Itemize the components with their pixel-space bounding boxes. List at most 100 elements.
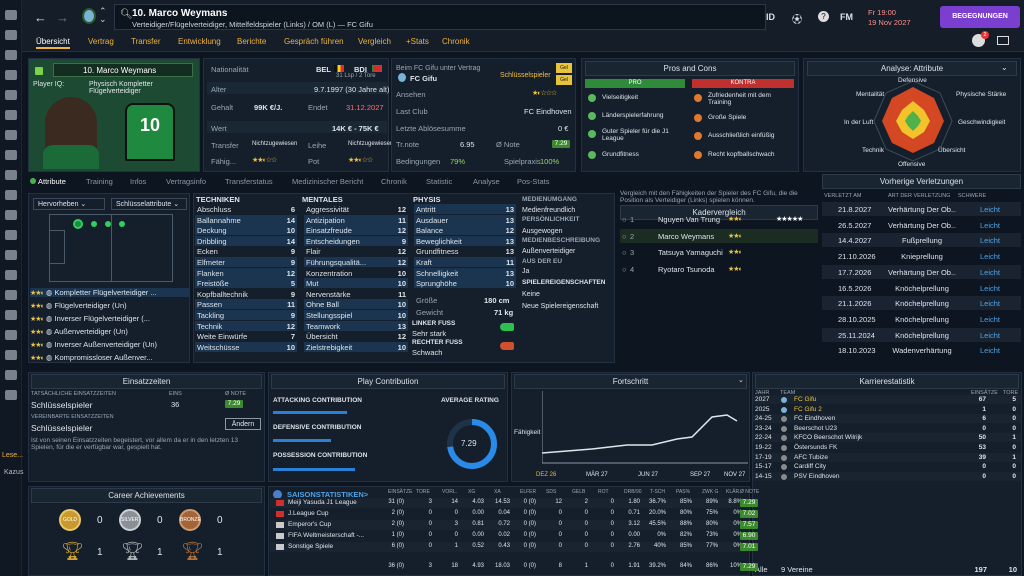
- role-name[interactable]: Kompletter Flügelverteidiger ...: [54, 288, 157, 297]
- nav-overview[interactable]: Übersicht: [36, 37, 70, 49]
- home-icon[interactable]: [5, 10, 17, 20]
- nav-contract[interactable]: Vertrag: [88, 37, 114, 46]
- career-team[interactable]: KFCO Beerschot Wilrijk: [794, 434, 863, 442]
- tab-statistic[interactable]: Statistic: [426, 177, 453, 186]
- tab-info[interactable]: Infos: [130, 177, 147, 186]
- tab-transfer-status[interactable]: Transferstatus: [225, 177, 273, 186]
- tactics-icon[interactable]: [5, 70, 17, 80]
- bronze-medal-icon: [179, 509, 201, 531]
- staff-icon[interactable]: [5, 310, 17, 320]
- new-trait-link[interactable]: Neue Spielereigenschaft: [522, 303, 599, 310]
- help-icon[interactable]: ?: [818, 11, 829, 22]
- tab-pos-stats[interactable]: Pos-Stats: [517, 177, 550, 186]
- compare-stars: ★★◐: [728, 216, 743, 223]
- role-name[interactable]: Flügelverteidiger (Un): [54, 301, 127, 310]
- radio-icon[interactable]: ○: [622, 215, 627, 224]
- compare-player[interactable]: Tatsuya Yamaguchi: [658, 248, 723, 257]
- fm-logo[interactable]: FM: [840, 12, 853, 22]
- squad-icon[interactable]: [5, 50, 17, 60]
- role-name[interactable]: Kompromissloser Außenver...: [54, 353, 153, 362]
- career-team[interactable]: Beerschot U23: [794, 424, 837, 432]
- club-crest-icon[interactable]: [82, 8, 96, 24]
- sidebar-read-label[interactable]: Lese...: [2, 452, 24, 459]
- club-info-icon[interactable]: [5, 270, 17, 280]
- chevron-down-icon[interactable]: ⌄: [1001, 63, 1008, 72]
- career-team[interactable]: FC Gifu: [794, 396, 817, 403]
- position-dot[interactable]: [105, 221, 111, 227]
- nav-compare[interactable]: Vergleich: [358, 37, 391, 46]
- nav-talk[interactable]: Gespräch führen: [284, 37, 344, 46]
- radio-icon[interactable]: ○: [622, 248, 627, 257]
- compare-player[interactable]: Marco Weymans: [658, 231, 715, 241]
- career-team[interactable]: FC Gifu 2: [794, 405, 822, 413]
- radio-icon[interactable]: ○: [622, 264, 627, 274]
- season-cell: 0.00: [472, 532, 484, 538]
- tab-analysis[interactable]: Analyse: [473, 177, 500, 186]
- scouting-icon[interactable]: [5, 150, 17, 160]
- career-team[interactable]: Östersunds FK: [794, 444, 838, 451]
- back-icon[interactable]: ←: [34, 10, 47, 25]
- season-header: Ø NOTE: [740, 489, 760, 495]
- tab-attributes[interactable]: Attribute: [38, 177, 66, 186]
- reports-icon[interactable]: [5, 330, 17, 340]
- soccer-ball-icon[interactable]: ⚽︎: [792, 15, 802, 26]
- career-team[interactable]: PSV Eindhoven: [794, 472, 840, 480]
- chevron-down-icon[interactable]: ⌄: [738, 377, 744, 384]
- nav-development[interactable]: Entwicklung: [178, 37, 221, 46]
- season-competition[interactable]: J.League Cup: [288, 510, 329, 517]
- nav-stats[interactable]: +Stats: [406, 37, 429, 46]
- compare-player[interactable]: Nguyen Van Trung: [658, 215, 720, 224]
- medical-icon[interactable]: [5, 190, 17, 200]
- forward-icon[interactable]: →: [56, 10, 69, 25]
- tab-medical[interactable]: Medizinischer Bericht: [292, 177, 364, 186]
- continue-button[interactable]: BEGEGNUNGEN: [940, 6, 1020, 28]
- tab-contract-info[interactable]: Vertragsinfo: [166, 177, 207, 186]
- dev-centre-icon[interactable]: [5, 210, 17, 220]
- career-team[interactable]: FC Eindhoven: [794, 415, 836, 423]
- career-team[interactable]: AFC Tubize: [794, 453, 828, 461]
- favorite-icon[interactable]: [35, 67, 43, 75]
- id-button[interactable]: ID: [766, 12, 775, 22]
- role-name[interactable]: Inverser Flügelverteidiger (...: [54, 314, 150, 323]
- radio-icon[interactable]: ○: [622, 231, 627, 241]
- tab-training[interactable]: Training: [86, 177, 113, 186]
- nav-reports[interactable]: Berichte: [237, 37, 267, 46]
- position-dot[interactable]: [73, 219, 83, 229]
- schedule-icon[interactable]: [5, 110, 17, 120]
- season-stats-title[interactable]: SAISONSTATISTIKEN>: [287, 490, 369, 499]
- notes-icon[interactable]: [5, 390, 17, 400]
- sidebar-kazus-label[interactable]: Kazus: [4, 469, 24, 476]
- position-dot[interactable]: [119, 221, 125, 227]
- attribute-name: Elfmeter: [197, 258, 225, 267]
- role-name[interactable]: Inverser Außenverteidiger (Un): [54, 340, 158, 349]
- highlight-dropdown[interactable]: Hervorheben ⌄: [33, 198, 105, 210]
- compare-player[interactable]: Ryotaro Tsunoda: [658, 264, 715, 274]
- inbox-icon[interactable]: [5, 30, 17, 40]
- change-button[interactable]: Ändern: [225, 418, 261, 430]
- transfers-icon[interactable]: [5, 230, 17, 240]
- injury-severity: Leicht: [980, 299, 1001, 309]
- people-icon[interactable]: [5, 370, 17, 380]
- season-competition[interactable]: FIFA Weltmeisterschaft -...: [288, 532, 365, 539]
- search-icon[interactable]: 🔍︎: [120, 9, 133, 20]
- season-competition[interactable]: Emperor's Cup: [288, 521, 332, 528]
- role-name[interactable]: Außenverteidiger (Un): [54, 327, 128, 336]
- competitions-icon[interactable]: [5, 130, 17, 140]
- position-dot[interactable]: [91, 221, 97, 227]
- injury-severity: Leicht: [980, 205, 1001, 214]
- finances-icon[interactable]: [5, 290, 17, 300]
- tab-history[interactable]: Chronik: [381, 177, 407, 186]
- data-hub-icon[interactable]: [5, 90, 17, 100]
- training-icon[interactable]: [5, 170, 17, 180]
- key-attributes-dropdown[interactable]: Schlüsselattribute ⌄: [111, 198, 187, 210]
- injury-severity: Leicht: [980, 330, 1001, 340]
- switch-player-icon[interactable]: ⌃ ⌄: [99, 6, 107, 24]
- season-competition[interactable]: Sonstige Spiele: [288, 543, 334, 550]
- screen-icon[interactable]: [997, 36, 1009, 45]
- search-icon[interactable]: [5, 250, 17, 260]
- nav-transfer[interactable]: Transfer: [131, 37, 161, 46]
- season-competition[interactable]: Meiji Yasuda J1 League: [288, 499, 357, 506]
- career-team[interactable]: Cardiff City: [794, 463, 827, 471]
- stats-icon[interactable]: [5, 350, 17, 360]
- nav-history[interactable]: Chronik: [442, 37, 470, 46]
